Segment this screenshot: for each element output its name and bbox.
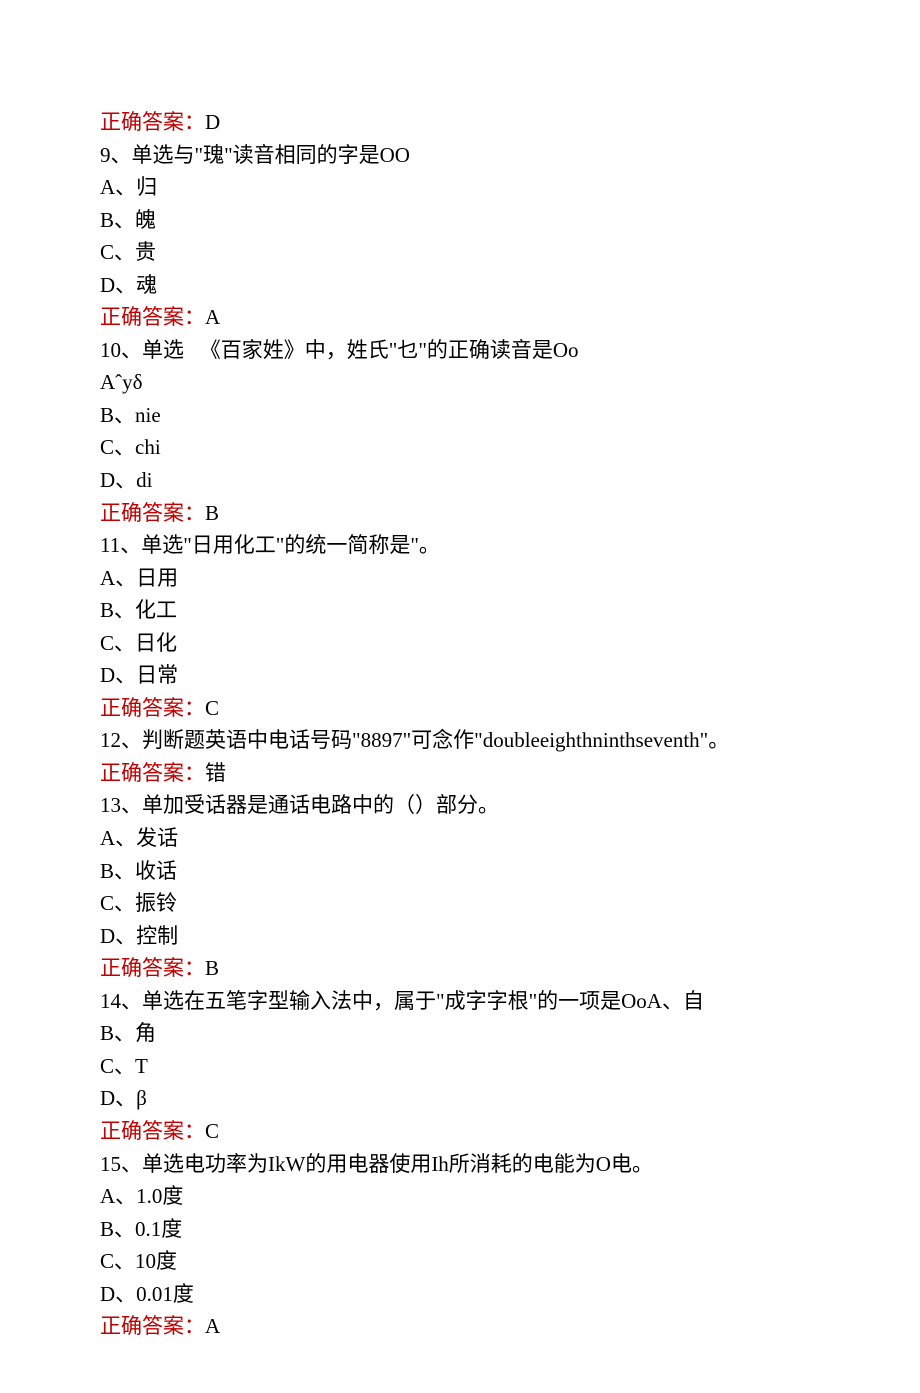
answer-label: 正确答案：: [100, 305, 205, 329]
q14-optC: C、T: [100, 1050, 820, 1083]
answer-value: 错: [205, 761, 226, 785]
q11-optC: C、日化: [100, 627, 820, 660]
q9-optA: A、归: [100, 171, 820, 204]
q11-optB: B、化工: [100, 594, 820, 627]
answer-label: 正确答案：: [100, 1314, 205, 1338]
q14-prompt: 14、单选在五笔字型输入法中，属于"成字字根"的一项是OoA、自: [100, 985, 820, 1018]
answer-value: C: [205, 696, 219, 720]
answer-value: B: [205, 956, 219, 980]
answer-line-q15: 正确答案：A: [100, 1310, 820, 1343]
answer-label: 正确答案：: [100, 110, 205, 134]
q13-optD: D、控制: [100, 920, 820, 953]
q12-prompt: 12、判断题英语中电话号码"8897"可念作"doubleeighthninth…: [100, 724, 820, 757]
q13-optC: C、振铃: [100, 887, 820, 920]
answer-value: A: [205, 1314, 220, 1338]
answer-value: C: [205, 1119, 219, 1143]
q15-prompt: 15、单选电功率为IkW的用电器使用Ih所消耗的电能为O电。: [100, 1148, 820, 1181]
q10-optA: Aˆyδ: [100, 366, 820, 399]
answer-value: B: [205, 501, 219, 525]
q13-optB: B、收话: [100, 855, 820, 888]
q10-prompt: 10、单选 《百家姓》中，姓氏"乜"的正确读音是Oo: [100, 334, 820, 367]
q14-optD: D、β: [100, 1082, 820, 1115]
answer-line-q14: 正确答案：C: [100, 1115, 820, 1148]
q13-optA: A、发话: [100, 822, 820, 855]
q15-optB: B、0.1度: [100, 1213, 820, 1246]
answer-line-q13: 正确答案：B: [100, 952, 820, 985]
answer-label: 正确答案：: [100, 696, 205, 720]
q9-optB: B、魄: [100, 204, 820, 237]
answer-line-q9: 正确答案：A: [100, 301, 820, 334]
q9-optD: D、魂: [100, 269, 820, 302]
answer-label: 正确答案：: [100, 956, 205, 980]
answer-value: D: [205, 110, 220, 134]
answer-line-q11: 正确答案：C: [100, 692, 820, 725]
q11-optA: A、日用: [100, 562, 820, 595]
q10-optB: B、nie: [100, 399, 820, 432]
answer-line-q8: 正确答案：D: [100, 106, 820, 139]
answer-value: A: [205, 305, 220, 329]
answer-line-q12: 正确答案：错: [100, 757, 820, 790]
answer-line-q10: 正确答案：B: [100, 497, 820, 530]
q15-optD: D、0.01度: [100, 1278, 820, 1311]
q11-prompt: 11、单选"日用化工"的统一简称是"。: [100, 529, 820, 562]
answer-label: 正确答案：: [100, 761, 205, 785]
q13-prompt: 13、单加受话器是通话电路中的（）部分。: [100, 789, 820, 822]
q9-prompt: 9、单选与"瑰"读音相同的字是OO: [100, 139, 820, 172]
q14-optB: B、角: [100, 1017, 820, 1050]
q10-optD: D、di: [100, 464, 820, 497]
q15-optC: C、10度: [100, 1245, 820, 1278]
q9-optC: C、贵: [100, 236, 820, 269]
q10-optC: C、chi: [100, 431, 820, 464]
q15-optA: A、1.0度: [100, 1180, 820, 1213]
answer-label: 正确答案：: [100, 1119, 205, 1143]
q11-optD: D、日常: [100, 659, 820, 692]
answer-label: 正确答案：: [100, 501, 205, 525]
